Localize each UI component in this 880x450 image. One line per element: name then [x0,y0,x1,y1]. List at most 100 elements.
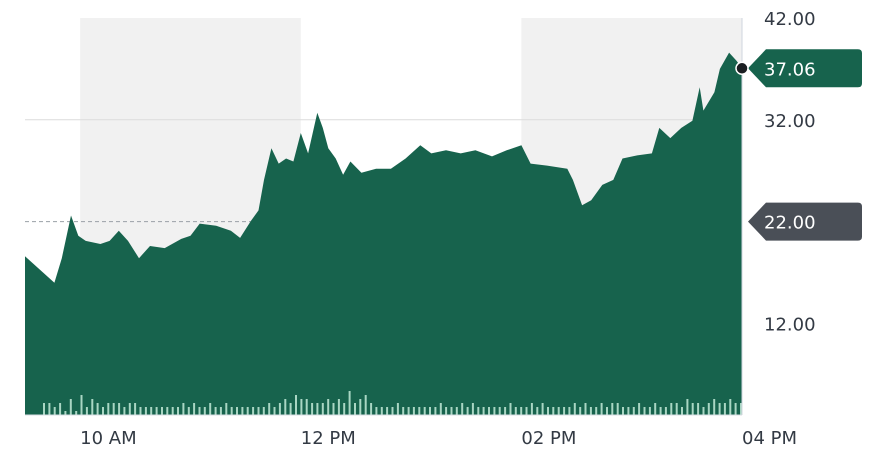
x-tick-label: 12 PM [301,428,356,449]
volume-bar [466,407,469,415]
volume-bar [128,403,131,415]
volume-bar [450,407,453,415]
volume-bar [166,407,169,415]
volume-bar [359,399,362,415]
volume-bar [664,407,667,415]
volume-bar [118,403,121,415]
volume-bar [654,403,657,415]
volume-bar [139,407,142,415]
volume-bar [241,407,244,415]
volume-bar [638,403,641,415]
volume-bar [407,407,410,415]
volume-bar [471,403,474,415]
volume-bar [622,407,624,415]
volume-bar [547,407,549,415]
volume-bar [107,403,110,415]
volume-bar [187,407,190,415]
volume-bar [445,407,448,415]
volume-bar [246,407,249,415]
volume-bar [702,407,705,415]
volume-bar [375,407,378,415]
volume-bar [230,407,233,415]
volume-bar [439,403,442,415]
volume-bar [300,399,303,415]
volume-bar [423,407,426,415]
volume-bar [498,407,501,415]
volume-bar [434,407,437,415]
volume-bar [509,403,512,415]
volume-bar [155,407,158,415]
volume-bar [203,407,206,415]
price-area-series [25,52,742,415]
volume-bar [364,395,367,415]
volume-bar [670,403,673,415]
volume-bar [568,407,571,415]
volume-bar [236,407,238,415]
volume-bar [573,403,576,415]
volume-bar [675,403,678,415]
volume-bar [606,407,608,415]
volume-bar [305,399,308,415]
volume-bar [321,403,324,415]
volume-bar [627,407,630,415]
volume-bar [144,407,147,415]
volume-bar [493,407,496,415]
volume-bar [595,407,598,415]
volume-bar [616,403,619,415]
volume-bar [289,403,292,415]
volume-bar [53,407,56,415]
last-price-label: 37.06 [764,59,816,80]
volume-bar [740,403,742,415]
y-tick-label: 12.00 [764,314,816,335]
volume-bar [632,407,635,415]
volume-bar [161,407,163,415]
volume-bar [295,395,297,415]
volume-bar [48,403,51,415]
volume-bar [96,403,99,415]
volume-bar [723,403,726,415]
reference-label: 22.00 [764,213,816,234]
volume-bar [461,403,464,415]
volume-bar [198,407,201,415]
x-tick-label: 10 AM [80,428,136,449]
volume-bar [193,403,196,415]
volume-bar [659,407,662,415]
volume-bar [648,407,651,415]
volume-bar [284,399,287,415]
volume-bar [43,403,45,415]
volume-bar [482,407,485,415]
volume-bar [488,407,490,415]
last-price-badge: 37.06 [735,49,862,88]
volume-bar [332,403,335,415]
volume-bar [262,407,265,415]
volume-bar [386,407,389,415]
volume-bar [252,407,255,415]
volume-bar [59,403,62,415]
volume-bar [691,403,694,415]
volume-bar [589,407,592,415]
volume-bar [257,407,260,415]
volume-bar [681,407,683,415]
volume-bar [219,407,222,415]
volume-bar [396,403,399,415]
volume-bar [316,403,319,415]
volume-bar [563,407,566,415]
volume-bar [85,407,88,415]
volume-bar [343,403,346,415]
volume-bar [177,407,179,415]
volume-bar [69,399,72,415]
volume-bar [541,403,544,415]
x-tick-label: 02 PM [521,428,576,449]
volume-bar [278,403,281,415]
volume-bar [520,407,523,415]
volume-bar [611,403,614,415]
volume-bar [123,407,126,415]
volume-bar [102,407,104,415]
volume-bar [354,403,356,415]
volume-bar [557,407,560,415]
volume-bar [337,399,340,415]
volume-bar [150,407,153,415]
volume-bar [134,403,137,415]
volume-bar [729,399,732,415]
